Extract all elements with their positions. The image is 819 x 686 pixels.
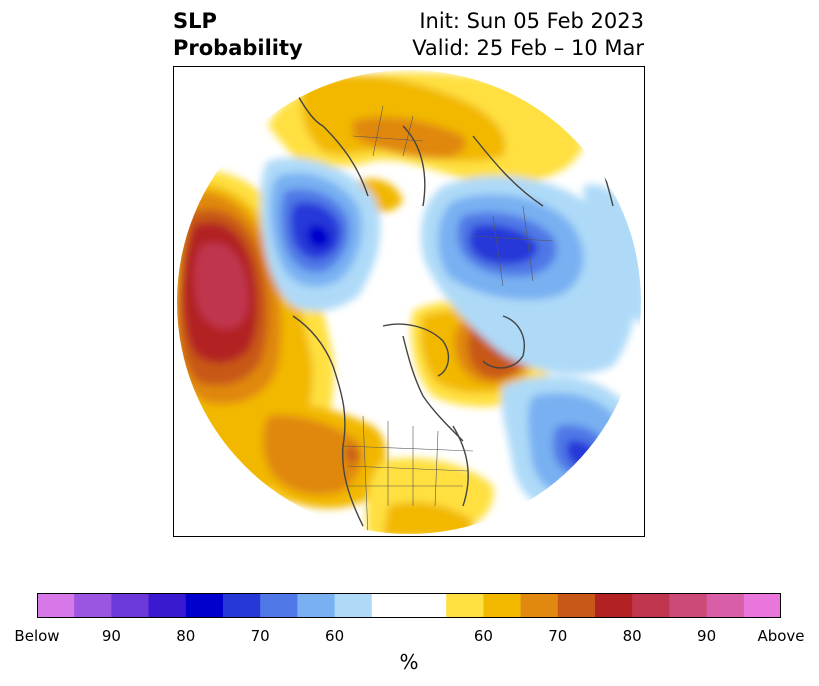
colorbar-tick-label: 90: [101, 627, 121, 645]
colorbar-swatch: [669, 593, 708, 618]
colorbar-tick-label: 80: [622, 627, 642, 645]
colorbar-swatch: [557, 593, 596, 618]
colorbar-tick-label: 70: [548, 627, 568, 645]
valid-period: Init: Sun 05 Feb 2023 Valid: 25 Feb – 10…: [412, 8, 644, 62]
colorbar-swatch: [520, 593, 559, 618]
colorbar-swatch: [297, 593, 336, 618]
colorbar-swatch: [260, 593, 298, 618]
init-date: Init: Sun 05 Feb 2023: [419, 9, 644, 33]
valid-range: Valid: 25 Feb – 10 Mar: [412, 36, 644, 60]
colorbar-tick-label: Below: [14, 627, 60, 645]
colorbar-swatch: [74, 593, 112, 618]
colorbar-tick-label: 90: [697, 627, 717, 645]
colorbar-unit: %: [399, 650, 419, 674]
colorbar-swatch: [446, 593, 484, 618]
colorbar-border: [37, 593, 781, 618]
title-line-2: Probability: [173, 36, 303, 60]
colorbar-swatch: [706, 593, 745, 618]
colorbar-swatch: [632, 593, 670, 618]
colorbar-swatch: [148, 593, 187, 618]
colorbar-swatch: [223, 593, 261, 618]
colorbar-swatch: [185, 593, 224, 618]
probability-map: [173, 66, 645, 537]
colorbar-swatch: [595, 593, 633, 618]
colorbar-swatch: [334, 593, 373, 618]
colorbar-swatch: [743, 593, 781, 618]
colorbar-tick-label: 60: [473, 627, 493, 645]
colorbar-swatch: [483, 593, 522, 618]
probability-colorbar: [37, 593, 781, 618]
colorbar-swatch: [371, 593, 410, 618]
colorbar-tick-label: Above: [757, 627, 805, 645]
map-title: SLP Probability: [173, 8, 303, 62]
colorbar-swatch: [37, 593, 75, 618]
title-line-1: SLP: [173, 9, 217, 33]
colorbar-tick-label: 70: [250, 627, 270, 645]
colorbar-swatch: [111, 593, 150, 618]
colorbar-tick-label: 60: [325, 627, 345, 645]
colorbar-tick-label: 80: [176, 627, 196, 645]
colorbar-swatch: [409, 593, 447, 618]
